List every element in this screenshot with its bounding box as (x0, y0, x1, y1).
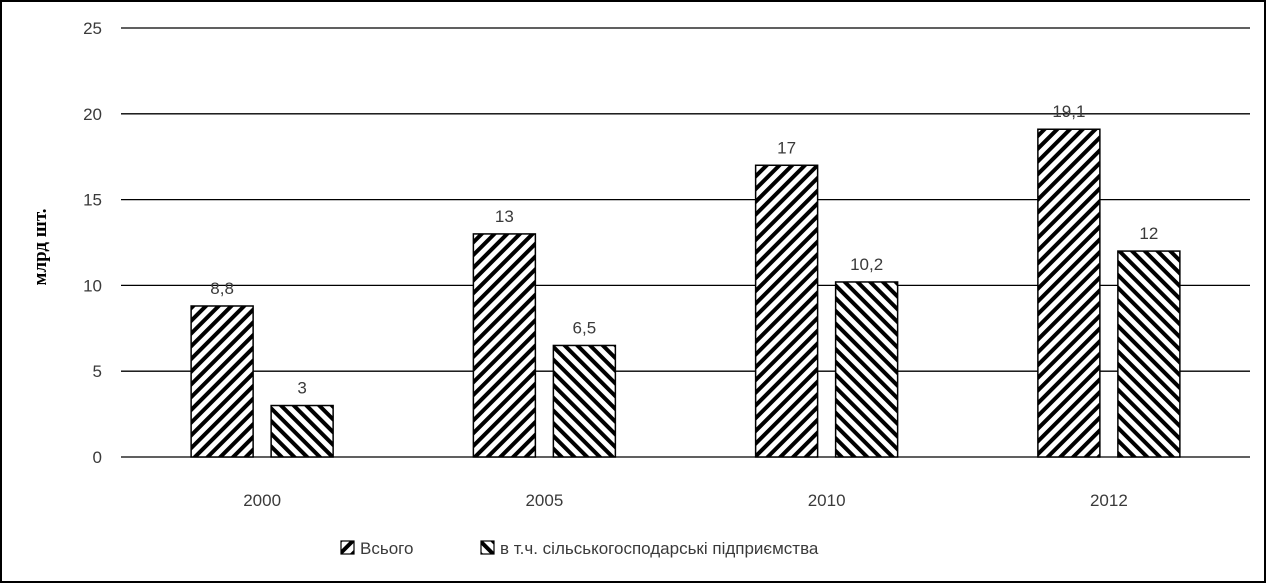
bar-2010-series-2 (834, 281, 899, 458)
bar-2000-series-1 (190, 305, 254, 458)
x-tick-label: 2012 (1090, 491, 1128, 510)
y-tick-label: 5 (93, 362, 102, 381)
data-label: 13 (495, 207, 514, 226)
data-label: 3 (297, 379, 306, 398)
legend-swatch-series-2 (480, 540, 495, 555)
x-tick-label: 2010 (808, 491, 846, 510)
y-axis-ticks: 0 5 10 15 20 25 (83, 19, 102, 467)
data-label: 17 (777, 138, 796, 157)
legend-swatch-series-1 (340, 540, 355, 555)
y-tick-label: 0 (93, 448, 102, 467)
data-labels: 8,8 3 13 6,5 17 10,2 19,1 12 (210, 102, 1158, 397)
x-axis-ticks: 2000 2005 2010 2012 (243, 491, 1128, 510)
y-tick-label: 10 (83, 276, 102, 295)
x-tick-label: 2005 (525, 491, 563, 510)
bar-2000-series-2 (270, 404, 334, 458)
legend-label: Всього (360, 539, 413, 558)
data-label: 6,5 (573, 318, 597, 337)
data-label: 12 (1139, 224, 1158, 243)
bar-2010-series-1 (754, 164, 819, 458)
y-tick-label: 20 (83, 105, 102, 124)
y-tick-label: 25 (83, 19, 102, 38)
data-label: 19,1 (1052, 102, 1085, 121)
legend-label: в т.ч. сільськогосподарські підприємства (500, 539, 819, 558)
bar-2012-series-1 (1037, 128, 1101, 458)
y-axis-label: млрд шт. (30, 209, 51, 286)
bar-2005-series-2 (552, 344, 617, 458)
data-label: 10,2 (850, 255, 883, 274)
bar-2005-series-1 (472, 233, 537, 458)
x-tick-label: 2000 (243, 491, 281, 510)
legend: Всього в т.ч. сільськогосподарські підпри… (340, 539, 819, 558)
bar-2012-series-2 (1117, 250, 1181, 458)
data-label: 8,8 (210, 279, 234, 298)
y-tick-label: 15 (83, 191, 102, 210)
bars (190, 128, 1181, 458)
